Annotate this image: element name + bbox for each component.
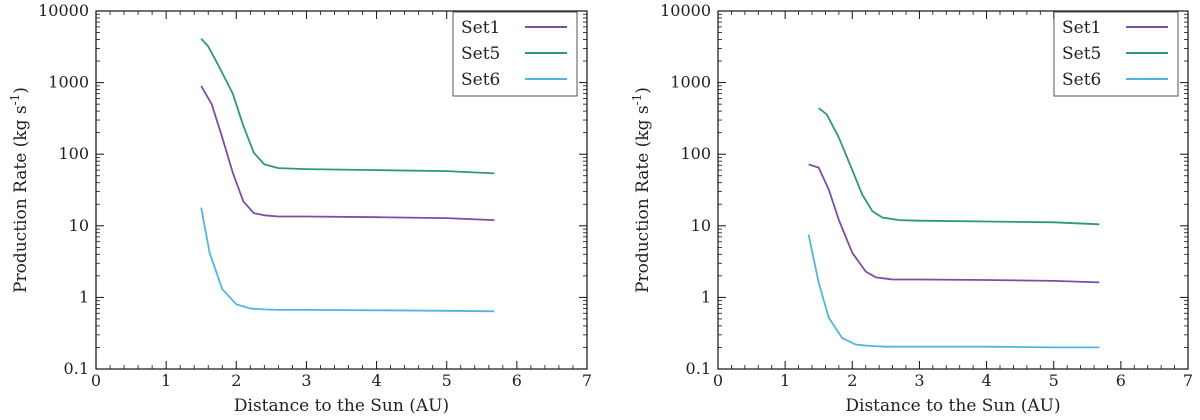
x-tick-label: 4 — [371, 371, 381, 390]
y-tick-label: 10000 — [38, 1, 89, 20]
x-tick-label: 4 — [981, 371, 991, 390]
y-tick-label: 100 — [58, 144, 89, 163]
x-tick-label: 2 — [231, 371, 241, 390]
series-line-set5 — [200, 38, 495, 175]
x-tick-label: 7 — [1183, 371, 1193, 390]
legend-label-set1: Set1 — [461, 18, 500, 38]
y-axis-label-main: Production Rate (kg s — [11, 105, 31, 293]
x-tick-label: 1 — [161, 371, 171, 390]
y-axis-label-close: ) — [11, 87, 31, 94]
x-tick-label: 6 — [512, 371, 522, 390]
series-line-set5 — [818, 107, 1100, 226]
chart-panel-left: 0 1 2 3 4 5 6 7 0.1 1 10 100 1000 10000 Distance to th… — [8, 1, 592, 416]
legend-label-set6: Set6 — [461, 70, 500, 90]
y-axis-label: Production Rate (kg s-1) — [630, 87, 653, 293]
legend-label-set6: Set6 — [1062, 70, 1101, 90]
y-tick-label: 1 — [79, 287, 89, 306]
y-tick-label: 100 — [680, 144, 711, 163]
series-line-set6 — [807, 234, 1100, 349]
y-tick-label: 10000 — [660, 1, 711, 20]
y-axis-label-exponent: -1 — [8, 94, 22, 106]
y-axis-label-main: Production Rate (kg s — [633, 105, 653, 293]
x-tick-label: 1 — [780, 371, 790, 390]
x-axis-label: Distance to the Sun (AU) — [234, 396, 449, 416]
y-tick-label: 10 — [691, 216, 711, 235]
x-tick-label: 6 — [1116, 371, 1126, 390]
x-tick-label: 5 — [1049, 371, 1059, 390]
plot-frame — [717, 10, 1189, 370]
y-tick-label: 1 — [701, 287, 711, 306]
y-tick-label: 0.1 — [686, 359, 711, 378]
x-tick-label: 7 — [582, 371, 592, 390]
y-axis-label: Production Rate (kg s-1) — [8, 87, 31, 293]
legend-label-set1: Set1 — [1062, 18, 1101, 38]
legend-label-set5: Set5 — [461, 44, 500, 64]
y-tick-label: 10 — [69, 216, 89, 235]
legend: Set1 Set5 Set6 — [1053, 11, 1179, 97]
x-tick-label: 2 — [847, 371, 857, 390]
y-tick-label: 1000 — [670, 73, 711, 92]
chart-panel-right: 0 1 2 3 4 5 6 7 0.1 1 10 100 1000 10000 Distance to th… — [630, 1, 1193, 416]
y-axis-label-exponent: -1 — [630, 94, 644, 106]
x-tick-label: 3 — [914, 371, 924, 390]
plot-frame — [95, 10, 588, 370]
y-tick-label: 1000 — [48, 73, 89, 92]
y-tick-label: 0.1 — [64, 359, 89, 378]
series-line-set6 — [200, 207, 495, 313]
legend-label-set5: Set5 — [1062, 44, 1101, 64]
x-tick-label: 0 — [713, 371, 723, 390]
series-line-set1 — [808, 163, 1100, 284]
legend: Set1 Set5 Set6 — [452, 11, 578, 97]
x-tick-label: 5 — [442, 371, 452, 390]
x-tick-label: 0 — [91, 371, 101, 390]
series-line-set1 — [200, 85, 495, 221]
x-axis-label: Distance to the Sun (AU) — [845, 396, 1060, 416]
x-tick-label: 3 — [301, 371, 311, 390]
y-axis-label-close: ) — [633, 87, 653, 94]
